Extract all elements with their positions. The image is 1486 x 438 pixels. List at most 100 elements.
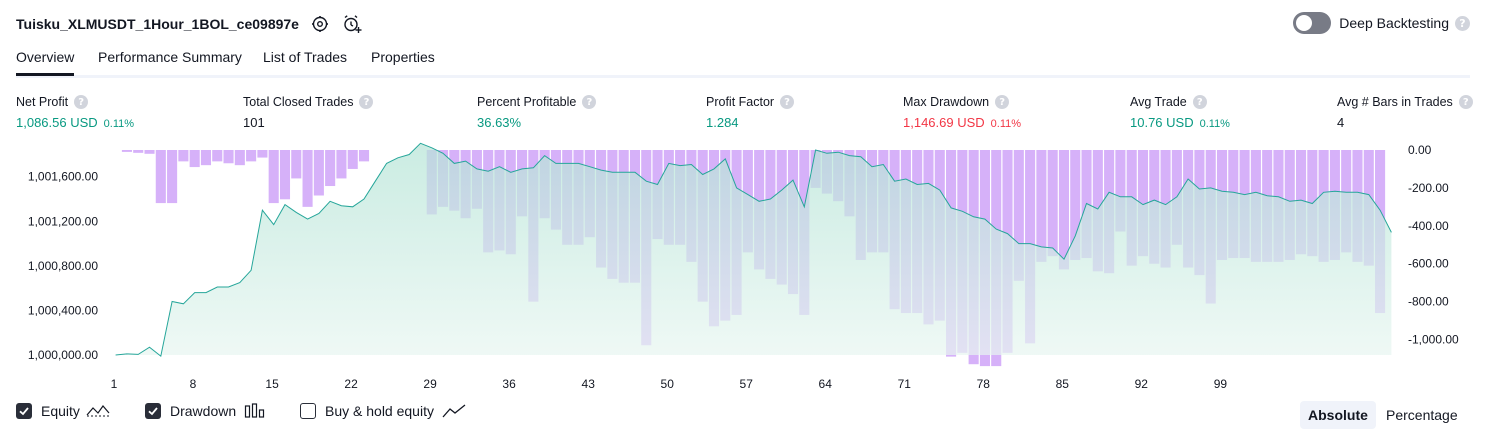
drawdown-bar [1216, 150, 1228, 260]
absolute-button[interactable]: Absolute [1300, 401, 1376, 429]
drawdown-axis-tick: -400.00 [1408, 219, 1449, 233]
legend-label: Buy & hold equity [325, 403, 434, 419]
x-axis-tick: 78 [977, 377, 991, 391]
question-icon[interactable]: ? [1192, 95, 1207, 109]
drawdown-bar [957, 150, 968, 353]
x-axis-tick: 43 [582, 377, 596, 391]
metric-value: 101 [243, 115, 265, 130]
metric-avg-bars-in-trades: Avg # Bars in Trades? 4 [1337, 94, 1473, 130]
metric-percent: 0.11% [1199, 118, 1230, 130]
drawdown-bar [1137, 150, 1149, 257]
drawdown-axis-tick: -200.00 [1408, 181, 1449, 195]
drawdown-axis-tick: 0.00 [1408, 143, 1432, 157]
tab-overview[interactable]: Overview [16, 49, 75, 76]
question-icon[interactable]: ? [1458, 95, 1473, 109]
drawdown-bar [336, 150, 347, 179]
metric-total-closed-trades: Total Closed Trades? 101 [243, 94, 374, 130]
question-icon[interactable]: ? [780, 95, 795, 109]
drawdown-bar [1036, 150, 1047, 262]
drawdown-bar [754, 150, 765, 270]
drawdown-bar [460, 150, 471, 219]
x-axis-tick: 99 [1214, 377, 1228, 391]
deep-backtesting: Deep Backtesting ? [1293, 12, 1470, 34]
drawdown-bar [437, 150, 449, 207]
drawdown-bar [155, 150, 166, 204]
drawdown-bar [776, 150, 787, 285]
equity-axis-tick: 1,000,400.00 [28, 303, 98, 317]
tab-performance-summary[interactable]: Performance Summary [98, 49, 242, 65]
legend-equity[interactable]: Equity [16, 403, 110, 419]
drawdown-bar [1363, 150, 1374, 266]
drawdown-bar [494, 150, 505, 251]
drawdown-bar [200, 150, 212, 166]
x-axis-tick: 64 [819, 377, 833, 391]
x-axis-tick: 8 [190, 377, 197, 391]
drawdown-bar [1205, 150, 1216, 304]
drawdown-bar [1070, 150, 1081, 260]
x-axis-tick: 92 [1135, 377, 1149, 391]
drawdown-layer [121, 150, 1386, 367]
drawdown-bar [697, 150, 708, 302]
drawdown-bar [742, 150, 753, 253]
drawdown-bar [1284, 150, 1295, 260]
drawdown-bar [584, 150, 595, 238]
drawdown-axis-tick: -1,000.00 [1408, 333, 1459, 347]
drawdown-bar [821, 150, 832, 194]
legend-label: Equity [41, 403, 80, 419]
drawdown-bar [539, 150, 550, 219]
metric-avg-trade: Avg Trade? 10.76 USD 0.11% [1130, 94, 1230, 130]
equity-line [115, 142, 1392, 357]
metric-value: 36.63% [477, 115, 522, 130]
deep-backtesting-toggle[interactable] [1293, 12, 1332, 34]
checkbox-buy-hold-equity[interactable] [300, 403, 316, 419]
drawdown-bar [302, 150, 313, 207]
drawdown-bar [1352, 150, 1363, 262]
drawdown-bar [1262, 150, 1273, 262]
metric-max-drawdown: Max Drawdown? 1,146.69 USD 0.11% [903, 94, 1021, 130]
tab-bar: Overview Performance Summary List of Tra… [16, 46, 1470, 78]
metric-net-profit: Net Profit? 1,086.56 USD 0.11% [16, 94, 134, 130]
drawdown-bar [257, 150, 268, 158]
drawdown-bar [1273, 150, 1284, 262]
question-icon[interactable]: ? [1455, 15, 1470, 31]
question-icon[interactable]: ? [359, 95, 374, 109]
drawdown-bar [731, 150, 742, 315]
equity-axis-tick: 1,000,000.00 [28, 348, 98, 362]
drawdown-bar [347, 150, 358, 169]
drawdown-bar [449, 150, 460, 211]
legend-buy-hold[interactable]: Buy & hold equity [300, 403, 466, 419]
checkbox-drawdown[interactable] [145, 403, 161, 419]
checkbox-equity[interactable] [16, 403, 32, 419]
drawdown-bar [471, 150, 482, 209]
drawdown-bar [212, 150, 223, 162]
alarm-clock-plus-icon[interactable] [341, 13, 363, 35]
drawdown-axis-tick: -800.00 [1408, 295, 1449, 309]
drawdown-bar [1149, 150, 1160, 264]
percentage-button[interactable]: Percentage [1386, 407, 1458, 423]
drawdown-bar [246, 150, 257, 162]
equity-line-icon [86, 403, 110, 419]
tab-properties[interactable]: Properties [371, 49, 435, 65]
drawdown-bar [878, 150, 889, 253]
drawdown-bar [167, 150, 178, 204]
gear-icon[interactable] [309, 13, 331, 35]
drawdown-bar [641, 150, 652, 346]
drawdown-bar [279, 150, 291, 200]
question-icon[interactable]: ? [74, 95, 89, 109]
legend-drawdown[interactable]: Drawdown [145, 403, 266, 419]
drawdown-bar [675, 150, 686, 245]
drawdown-bar [1171, 150, 1182, 245]
drawdown-bar [720, 150, 731, 321]
drawdown-bar [968, 150, 979, 365]
drawdown-bar [912, 150, 923, 314]
tab-list-of-trades[interactable]: List of Trades [263, 49, 348, 65]
x-axis-tick: 1 [111, 377, 118, 391]
drawdown-bar [1239, 150, 1250, 259]
drawdown-bar [1250, 150, 1261, 262]
drawdown-bar [889, 150, 900, 310]
question-icon[interactable]: ? [582, 95, 597, 109]
drawdown-bar [799, 150, 810, 315]
drawdown-bar [946, 150, 957, 357]
equity-axis-tick: 1,000,800.00 [28, 259, 98, 273]
question-icon[interactable]: ? [995, 95, 1010, 109]
